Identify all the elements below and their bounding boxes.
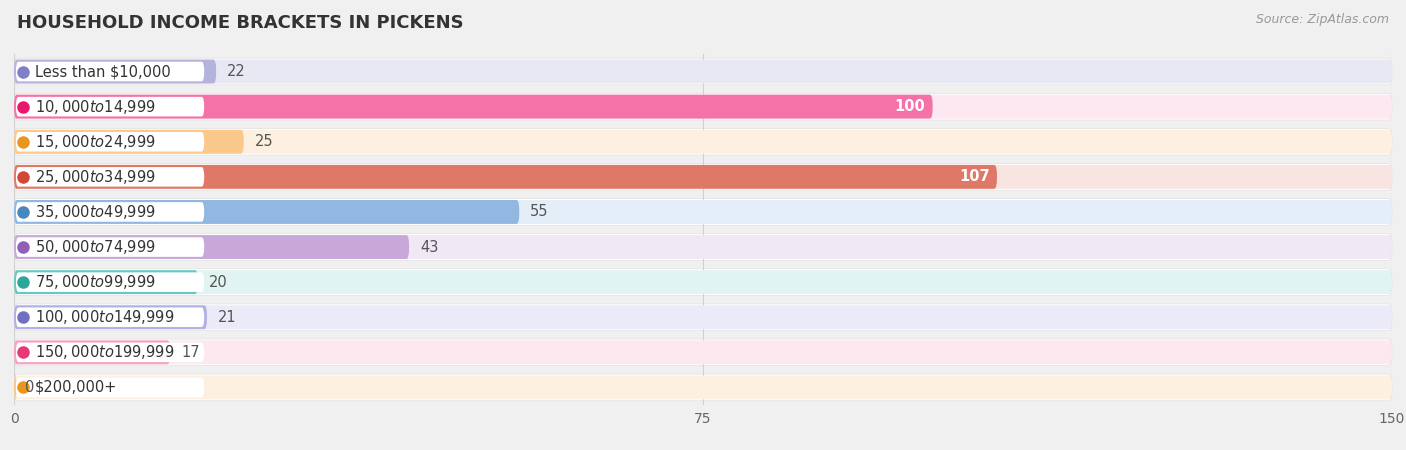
- Text: 21: 21: [218, 310, 236, 325]
- Text: $25,000 to $34,999: $25,000 to $34,999: [35, 168, 156, 186]
- FancyBboxPatch shape: [14, 235, 1392, 259]
- FancyBboxPatch shape: [15, 307, 204, 327]
- FancyBboxPatch shape: [15, 342, 204, 362]
- FancyBboxPatch shape: [14, 59, 217, 84]
- Text: $15,000 to $24,999: $15,000 to $24,999: [35, 133, 156, 151]
- Text: $35,000 to $49,999: $35,000 to $49,999: [35, 203, 156, 221]
- FancyBboxPatch shape: [14, 58, 1392, 85]
- FancyBboxPatch shape: [15, 167, 204, 187]
- FancyBboxPatch shape: [15, 202, 204, 222]
- FancyBboxPatch shape: [15, 237, 204, 257]
- FancyBboxPatch shape: [14, 94, 1392, 119]
- Text: 0: 0: [25, 380, 35, 395]
- FancyBboxPatch shape: [14, 340, 170, 364]
- FancyBboxPatch shape: [14, 234, 1392, 261]
- FancyBboxPatch shape: [14, 374, 1392, 401]
- FancyBboxPatch shape: [15, 132, 204, 152]
- FancyBboxPatch shape: [14, 305, 1392, 329]
- Text: $200,000+: $200,000+: [35, 380, 118, 395]
- Text: Source: ZipAtlas.com: Source: ZipAtlas.com: [1256, 14, 1389, 27]
- FancyBboxPatch shape: [14, 59, 1392, 84]
- FancyBboxPatch shape: [14, 130, 1392, 154]
- Text: $10,000 to $14,999: $10,000 to $14,999: [35, 98, 156, 116]
- Text: $50,000 to $74,999: $50,000 to $74,999: [35, 238, 156, 256]
- Text: $75,000 to $99,999: $75,000 to $99,999: [35, 273, 156, 291]
- FancyBboxPatch shape: [14, 304, 1392, 331]
- Text: 22: 22: [228, 64, 246, 79]
- FancyBboxPatch shape: [14, 235, 409, 259]
- Text: 55: 55: [530, 204, 548, 220]
- FancyBboxPatch shape: [14, 375, 1392, 400]
- Text: Less than $10,000: Less than $10,000: [35, 64, 172, 79]
- FancyBboxPatch shape: [14, 270, 198, 294]
- FancyBboxPatch shape: [15, 378, 204, 397]
- FancyBboxPatch shape: [14, 200, 519, 224]
- FancyBboxPatch shape: [15, 62, 204, 81]
- Text: $150,000 to $199,999: $150,000 to $199,999: [35, 343, 174, 361]
- FancyBboxPatch shape: [14, 375, 17, 400]
- FancyBboxPatch shape: [14, 270, 1392, 294]
- Text: 20: 20: [209, 274, 228, 290]
- FancyBboxPatch shape: [14, 269, 1392, 296]
- FancyBboxPatch shape: [14, 339, 1392, 366]
- Text: 25: 25: [254, 134, 273, 149]
- FancyBboxPatch shape: [14, 305, 207, 329]
- FancyBboxPatch shape: [14, 165, 1392, 189]
- FancyBboxPatch shape: [14, 94, 932, 119]
- FancyBboxPatch shape: [14, 163, 1392, 190]
- FancyBboxPatch shape: [14, 198, 1392, 225]
- Text: 17: 17: [181, 345, 200, 360]
- Text: $100,000 to $149,999: $100,000 to $149,999: [35, 308, 174, 326]
- FancyBboxPatch shape: [15, 97, 204, 117]
- Text: 100: 100: [894, 99, 925, 114]
- Text: 43: 43: [420, 239, 439, 255]
- Text: HOUSEHOLD INCOME BRACKETS IN PICKENS: HOUSEHOLD INCOME BRACKETS IN PICKENS: [17, 14, 464, 32]
- FancyBboxPatch shape: [15, 272, 204, 292]
- FancyBboxPatch shape: [14, 200, 1392, 224]
- FancyBboxPatch shape: [14, 93, 1392, 120]
- FancyBboxPatch shape: [14, 165, 997, 189]
- Text: 107: 107: [959, 169, 990, 184]
- FancyBboxPatch shape: [14, 130, 243, 154]
- FancyBboxPatch shape: [14, 128, 1392, 155]
- FancyBboxPatch shape: [14, 340, 1392, 364]
